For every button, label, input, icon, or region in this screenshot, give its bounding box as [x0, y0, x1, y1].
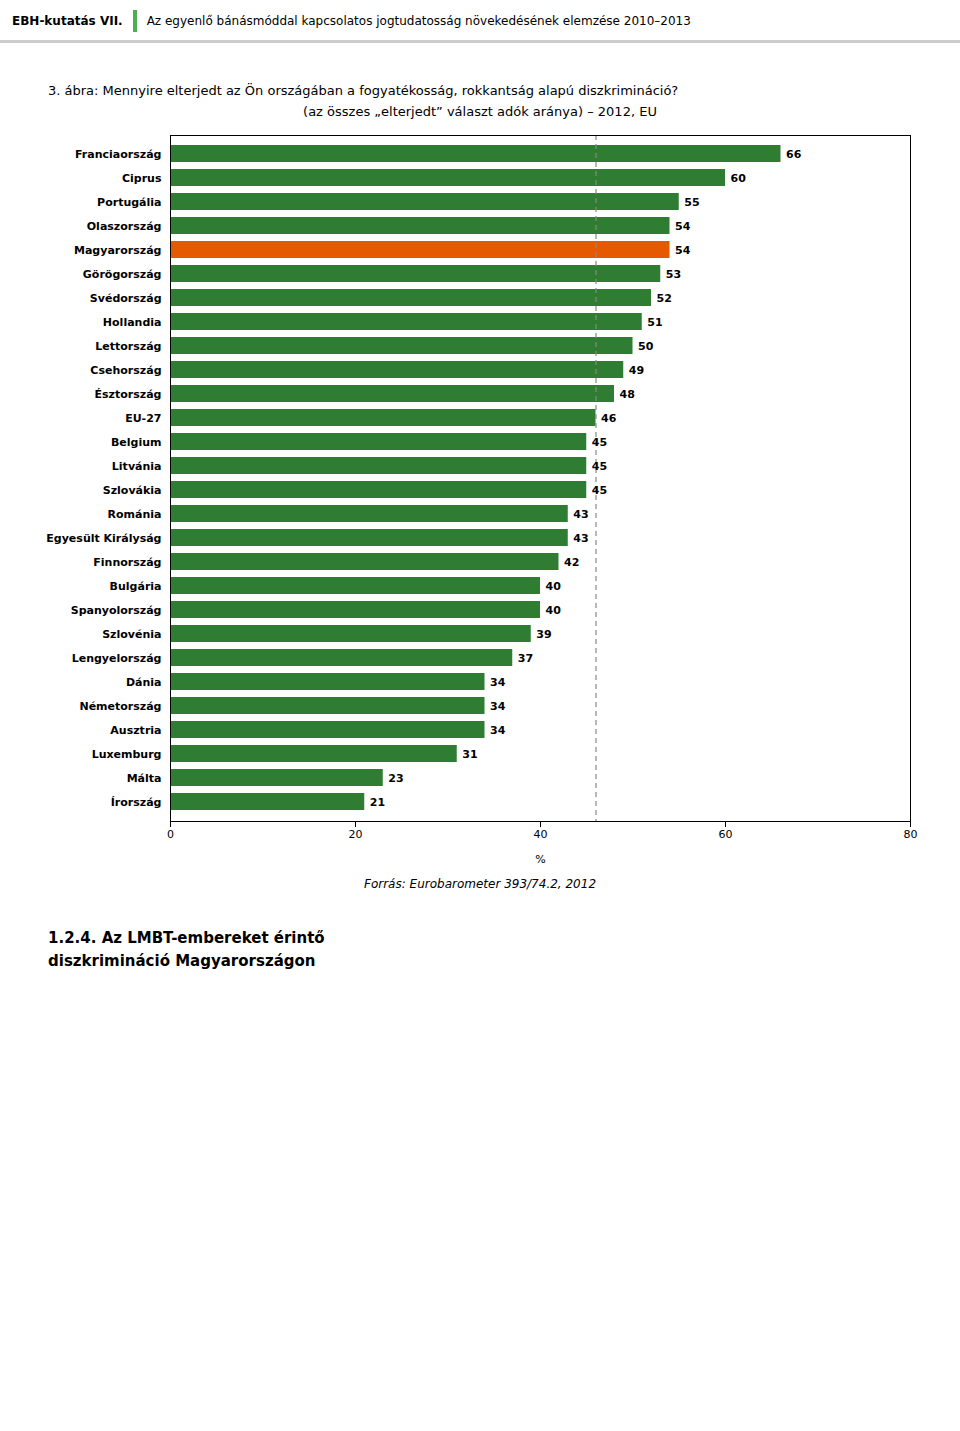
svg-text:48: 48: [620, 388, 635, 401]
svg-text:60: 60: [719, 828, 733, 841]
svg-text:Németország: Németország: [79, 700, 161, 713]
svg-text:Lengyelország: Lengyelország: [72, 652, 162, 665]
svg-text:39: 39: [536, 628, 551, 641]
svg-text:Málta: Málta: [127, 772, 162, 785]
svg-text:45: 45: [592, 484, 607, 497]
svg-text:50: 50: [638, 340, 654, 353]
svg-text:Lettország: Lettország: [95, 340, 161, 353]
svg-text:Litvánia: Litvánia: [112, 460, 162, 473]
svg-text:Magyarország: Magyarország: [74, 244, 162, 257]
svg-text:Egyesült Királyság: Egyesült Királyság: [46, 532, 161, 545]
svg-text:40: 40: [534, 828, 548, 841]
svg-text:Hollandia: Hollandia: [103, 316, 162, 329]
svg-text:Finnország: Finnország: [93, 556, 161, 569]
svg-text:Spanyolország: Spanyolország: [71, 604, 162, 617]
html-text:(az összes „elterjedt” választ: (az összes „elterjedt” választ adók arán…: [303, 104, 657, 119]
svg-text:Románia: Románia: [108, 508, 162, 521]
svg-text:43: 43: [573, 532, 588, 545]
svg-text:49: 49: [629, 364, 644, 377]
svg-text:Görögország: Görögország: [83, 268, 162, 281]
html-text:Forrás: Eurobarometer 393/74.2: Forrás: Eurobarometer 393/74.2, 2012: [364, 877, 596, 891]
html-text:Az egyenlő bánásmóddal kapcsol: Az egyenlő bánásmóddal kapcsolatos jogtu…: [146, 14, 691, 28]
html-text:3. ábra: Mennyire elterjedt az: 3. ábra: Mennyire elterjedt az Ön ország…: [48, 83, 679, 98]
svg-text:Dánia: Dánia: [126, 676, 162, 689]
svg-text:60: 60: [731, 172, 747, 185]
svg-text:0: 0: [167, 828, 174, 841]
svg-text:54: 54: [675, 244, 691, 257]
svg-text:Svédország: Svédország: [90, 292, 162, 305]
svg-text:23: 23: [388, 772, 403, 785]
svg-text:Ausztria: Ausztria: [110, 724, 161, 737]
svg-text:45: 45: [592, 460, 607, 473]
svg-text:31: 31: [462, 748, 477, 761]
svg-text:Észtország: Észtország: [95, 388, 162, 401]
svg-text:20: 20: [349, 828, 363, 841]
svg-text:37: 37: [518, 652, 533, 665]
svg-text:Írország: Írország: [111, 796, 162, 809]
svg-text:53: 53: [666, 268, 681, 281]
html-text:diszkrimináció Magyarországon: diszkrimináció Magyarországon: [48, 951, 316, 970]
html-text:EBH-kutatás VII.: EBH-kutatás VII.: [12, 14, 123, 28]
svg-text:46: 46: [601, 412, 617, 425]
svg-text:21: 21: [370, 796, 385, 809]
svg-text:Portugália: Portugália: [97, 196, 161, 209]
svg-text:43: 43: [573, 508, 588, 521]
svg-text:55: 55: [684, 196, 699, 209]
svg-text:34: 34: [490, 724, 506, 737]
svg-text:Bulgária: Bulgária: [110, 580, 162, 593]
svg-text:Belgium: Belgium: [111, 436, 162, 449]
html-text:1.2.4. Az LMBT-embereket érint: 1.2.4. Az LMBT-embereket érintő: [48, 929, 325, 947]
svg-text:34: 34: [490, 700, 506, 713]
svg-text:66: 66: [786, 148, 802, 161]
svg-text:34: 34: [490, 676, 506, 689]
svg-text:Franciaország: Franciaország: [75, 148, 161, 161]
svg-text:EU-27: EU-27: [125, 412, 161, 425]
svg-text:42: 42: [564, 556, 579, 569]
svg-text:52: 52: [657, 292, 672, 305]
svg-text:45: 45: [592, 436, 607, 449]
svg-text:80: 80: [904, 828, 918, 841]
svg-text:40: 40: [546, 580, 562, 593]
svg-text:54: 54: [675, 220, 691, 233]
svg-text:Szlovénia: Szlovénia: [102, 628, 161, 641]
svg-text:Csehország: Csehország: [90, 364, 161, 377]
svg-text:Olaszország: Olaszország: [87, 220, 162, 233]
svg-text:%: %: [535, 853, 545, 866]
svg-text:Luxemburg: Luxemburg: [92, 748, 162, 761]
svg-text:51: 51: [647, 316, 662, 329]
svg-text:Ciprus: Ciprus: [122, 172, 162, 185]
svg-text:40: 40: [546, 604, 562, 617]
svg-text:Szlovákia: Szlovákia: [103, 484, 162, 497]
